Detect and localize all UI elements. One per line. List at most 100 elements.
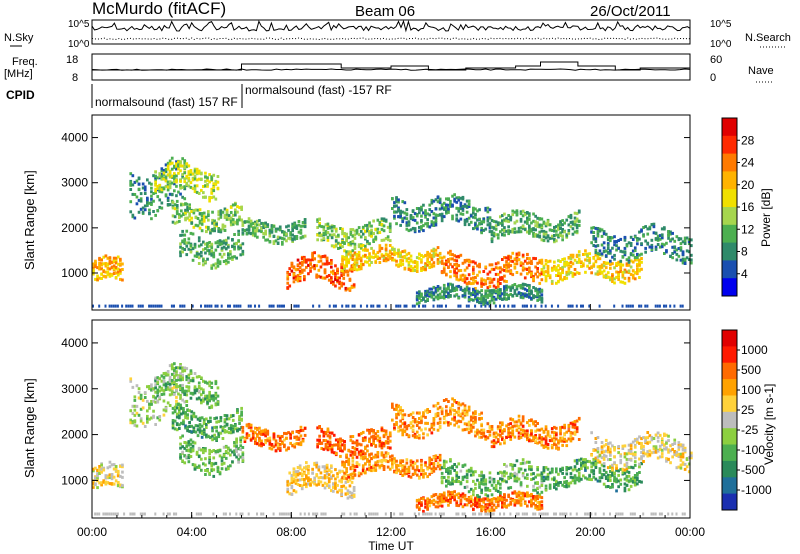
power-cells-cell-697 [216,258,220,262]
power-cells-cell-225 [175,184,178,188]
power-cells-cell-1444 [397,252,400,255]
vel-cells-cell-1263 [353,452,357,456]
power-cells-cell-268 [158,187,162,191]
vel-cells-cell-1069 [323,474,327,478]
power-cells-cell-1913 [467,260,471,264]
power-cells-cell-3290 [575,304,578,308]
power-cells-cell-2200 [526,211,529,214]
vel-cells-cell-262 [160,374,164,378]
power-cells-cell-1095 [348,277,352,281]
power-cells-cell-1121 [318,222,321,225]
power-cells-cell-2260 [544,232,548,236]
power-cells-cell-3086 [505,292,508,296]
power-cells-cell-1396 [378,246,382,250]
vel-cells-cell-1395 [353,473,357,477]
power-cells-cell-773 [241,231,245,235]
power-cells-cell-2161 [511,209,515,213]
power-cells-cell-1081 [342,273,346,277]
power-cells-cell-688 [212,263,216,267]
power-cells-cell-2818 [681,257,685,261]
vel-cells-cell-41 [104,476,108,480]
power-cells-cell-982 [303,255,306,259]
power-cells-cell-483 [192,211,196,215]
vel-cells-cell-217 [175,395,178,399]
vel-cells-cell-240 [185,385,189,389]
power-cells-cell-1163 [334,244,338,248]
power-cells-cell-3065 [499,294,502,298]
power-cells-cell-750 [233,247,236,251]
vel-cells-cell-704 [208,448,211,452]
power-cells-cell-2850 [418,292,421,295]
power-cells-cell-2641 [602,250,606,254]
power-cells-cell-1293 [384,218,388,222]
power-cells-cell-660 [204,251,207,255]
power-cells-cell-3001 [480,295,483,299]
power-cells-cell-2224 [534,228,537,232]
power-cells-cell-2872 [426,290,429,294]
power-cells-cell-431 [171,206,175,210]
power-cells-cell-730 [227,236,230,240]
vel-cells-cell-1194 [328,447,332,451]
power-cells-cell-2090 [538,281,542,285]
power-cells-cell-1436 [393,250,396,254]
vel-cells-cell-1063 [321,465,325,469]
power-cells-cell-931 [286,281,290,285]
vel-cells-cell-634 [181,434,184,438]
power-cells-cell-2775 [665,241,668,245]
vel-cells-cell-1112 [338,488,341,492]
vel-cells-cell-621 [240,406,243,410]
power-cells-cell-2493 [596,255,600,259]
power-cells-cell-2195 [523,228,527,232]
power-cells-cell-2411 [565,276,569,280]
power-cells-cell-968 [298,266,302,269]
power-cells-cell-714 [222,245,226,249]
vel-cells-cell-56 [110,463,114,467]
power-cells-cell-54 [108,259,112,263]
power-cells-cell-686 [212,251,216,255]
power-cells-cell-1129 [320,225,324,229]
power-cells-cell-125 [137,198,141,202]
power-cells-cell-1569 [393,214,396,218]
power-cells-cell-2056 [523,276,527,280]
power-cells-cell-541 [217,217,221,221]
power-cells-cell-1882 [455,255,459,259]
vel-cells-cell-1023 [305,467,308,471]
vel-cells-cell-985 [294,475,298,479]
power-cells-cell-563 [225,215,229,219]
power-cells-cell-2374 [550,266,554,270]
vel-cells-cell-687 [200,448,203,452]
power-cells-cell-95 [119,262,122,266]
vel-cells-cell-716 [210,462,214,465]
power-cells-cell-2348 [540,261,544,265]
power-cells-cell-2319 [569,220,573,224]
power-cells-cell-411 [210,177,214,181]
vel-cells-cell-1469 [382,455,386,459]
power-cells-cell-2270 [548,223,552,227]
power-cells-cell-2602 [638,276,641,279]
vel-cells-cell-1114 [338,479,341,483]
power-cells-cell-672 [208,252,211,256]
power-cbar-label-1: 24 [741,156,755,170]
power-cells-cell-2218 [532,232,535,235]
power-cells-cell-2130 [501,232,504,236]
power-cells-cell-1175 [339,227,342,230]
power-cells-cell-914 [297,220,301,223]
vel-cells-cell-1037 [311,467,314,471]
power-cells-cell-2653 [606,243,610,247]
vel-cells-cell-206 [173,371,176,375]
power-cells-cell-831 [264,238,267,242]
vel-cells-cell-249 [154,386,157,390]
vel-cells-cell-423 [216,400,220,404]
power-cells-cell-1945 [480,277,483,281]
power-cells-cell-442 [175,210,179,214]
power-cells-cell-2002 [503,265,506,268]
vel-cells-cell-1039 [311,471,314,475]
vel-cells-cell-1554 [413,468,417,472]
vel-cells-cell-708 [208,455,211,459]
vel-cells-cell-511 [198,423,202,427]
power-cells-cell-799 [251,221,255,225]
vel-cells-cell-446 [178,427,181,430]
power-cells-cell-2082 [532,277,535,281]
power-cells-cell-3245 [372,304,375,308]
power-cells-cell-1491 [415,266,419,270]
